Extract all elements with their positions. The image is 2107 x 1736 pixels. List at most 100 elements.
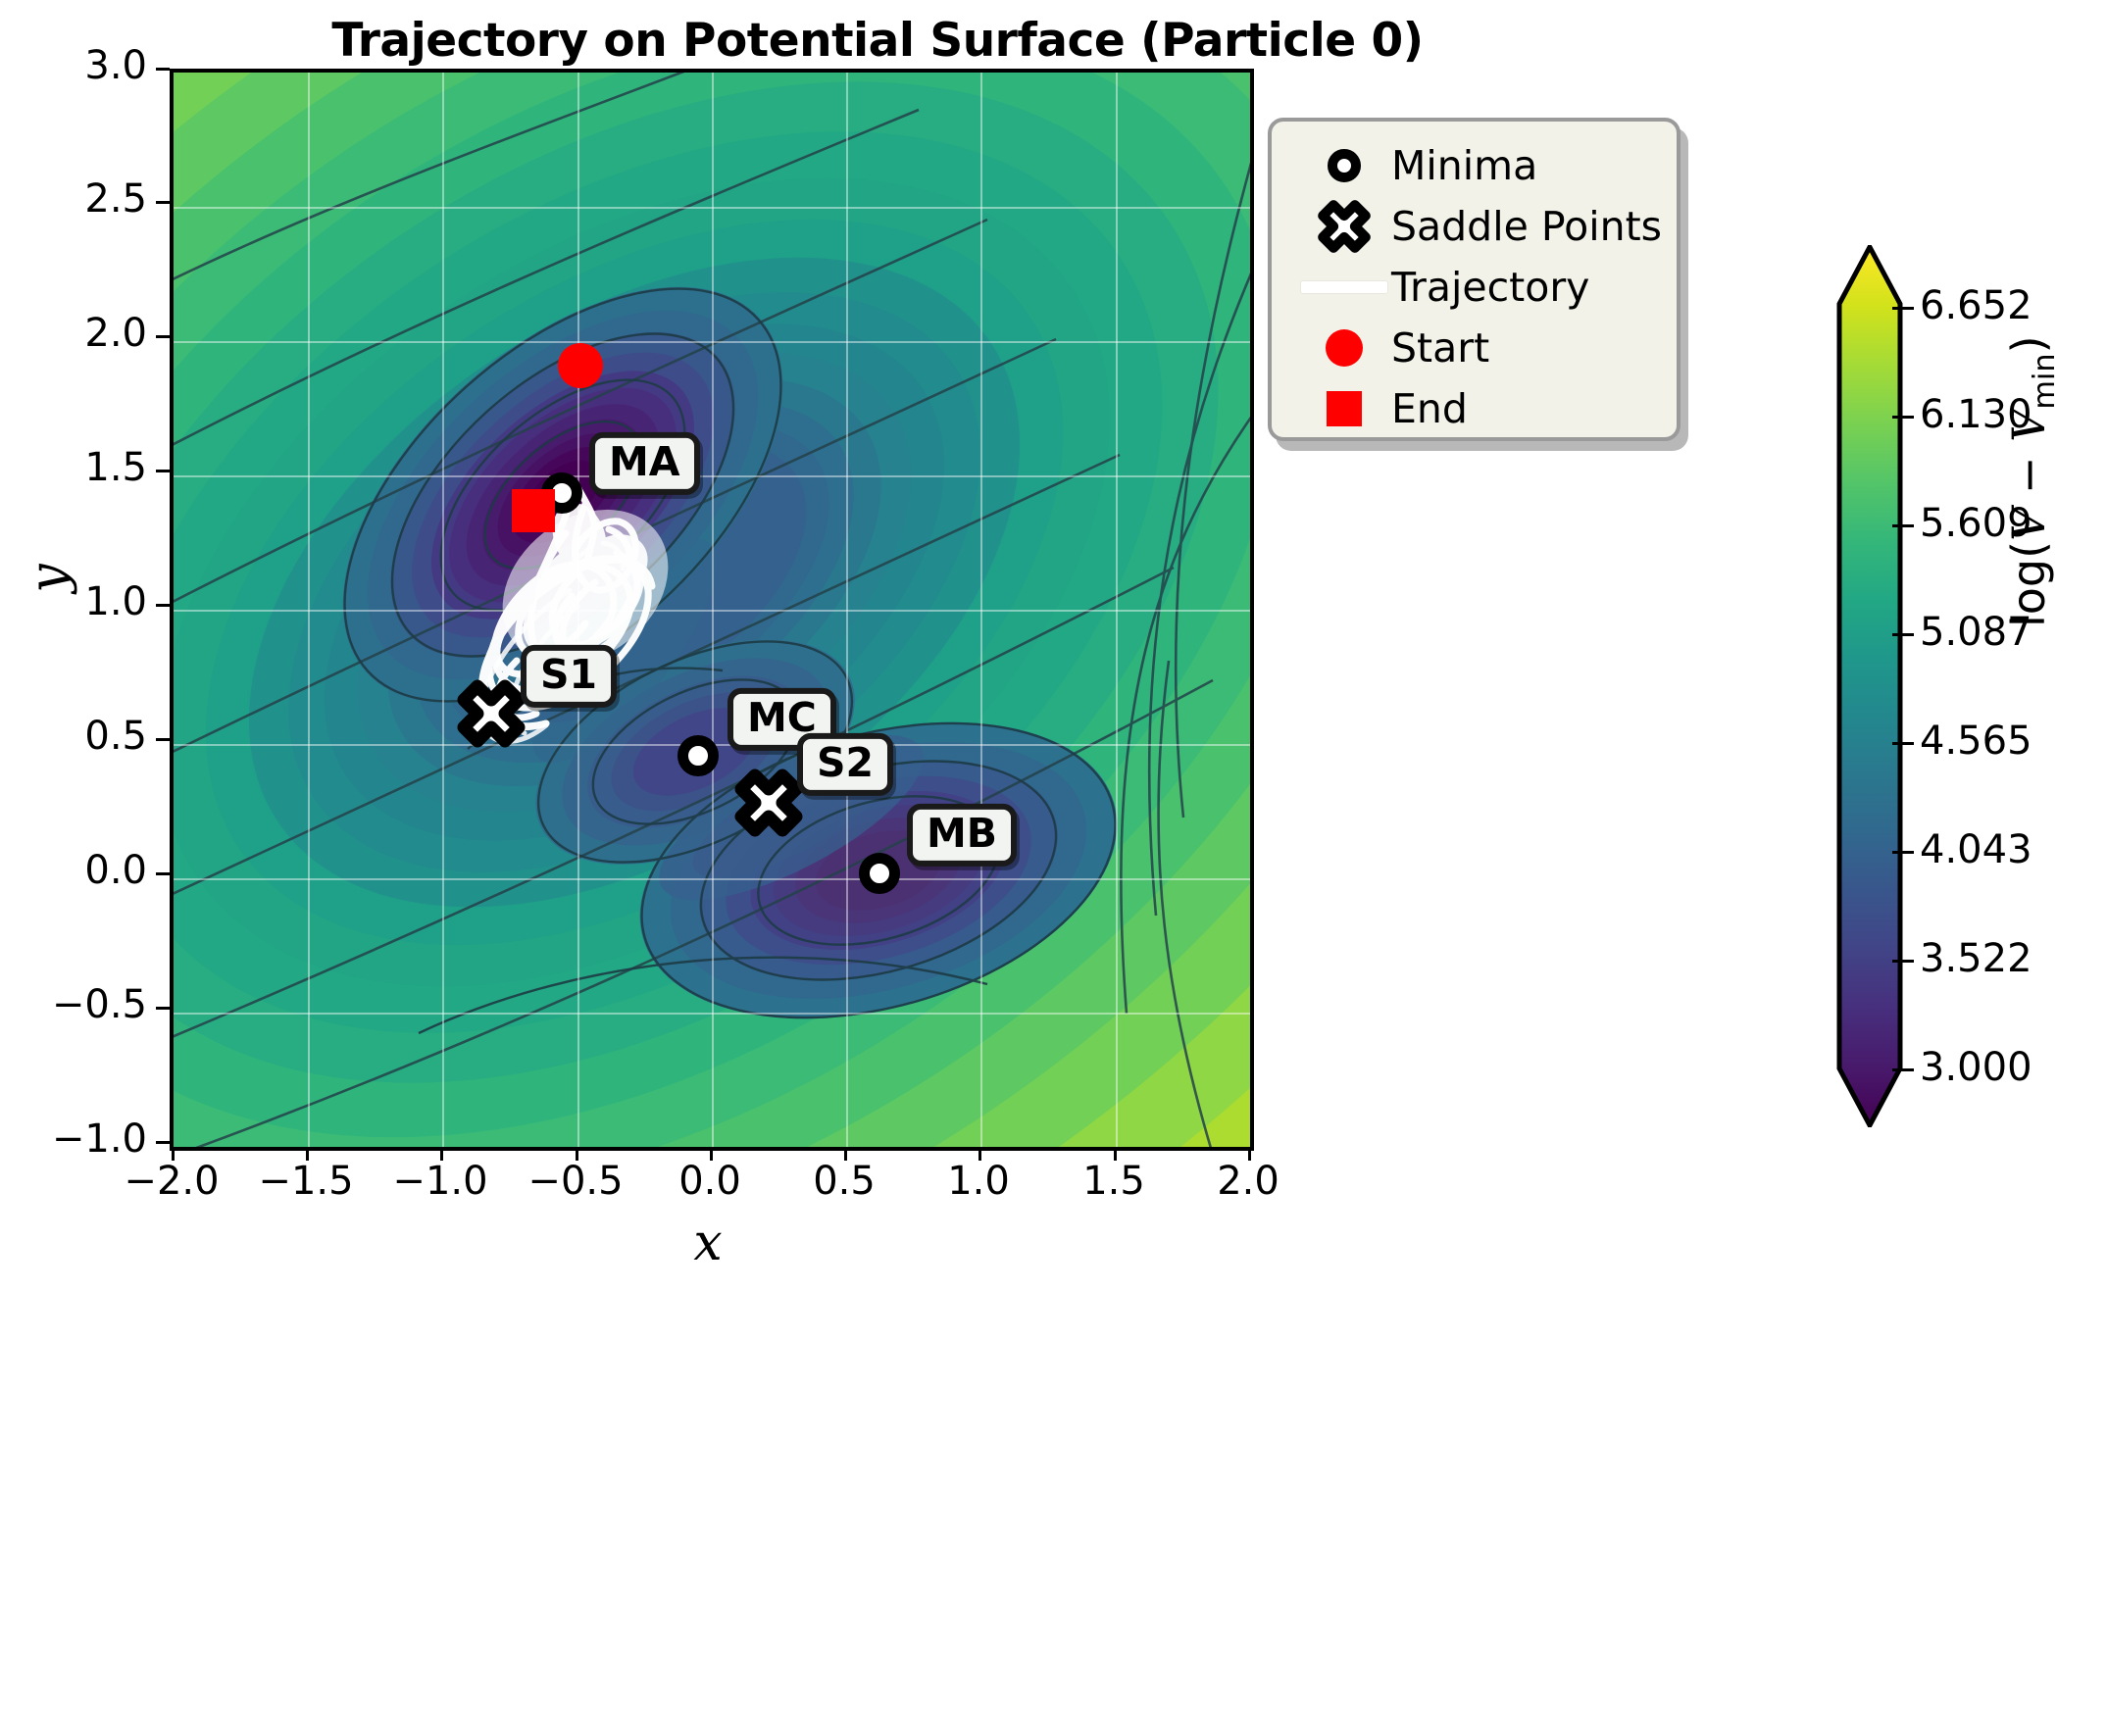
xtick-label: −1.5: [258, 1159, 354, 1204]
colorbar-tick-label: 3.000: [1920, 1045, 2032, 1090]
colorbar-gradient: [1836, 241, 1903, 1131]
ytick-label: −1.0: [51, 1116, 147, 1162]
colorbar-tick: [1892, 524, 1914, 527]
ytick-mark: [156, 604, 170, 607]
ytick-mark: [156, 1141, 170, 1144]
xtick-label: 1.5: [1082, 1159, 1145, 1204]
cbar-suffix: ): [2002, 335, 2055, 354]
xtick-label: −1.0: [392, 1159, 488, 1204]
x-axis-label: x: [693, 1214, 723, 1272]
colorbar-tick-label: 4.565: [1920, 719, 2032, 764]
cbar-sub: min: [2028, 353, 2063, 410]
colorbar-tick: [1892, 960, 1914, 963]
xtick-mark: [576, 1147, 578, 1161]
circle-filled-icon: [1297, 329, 1391, 367]
page-title: Trajectory on Potential Surface (Particl…: [331, 14, 1424, 68]
gridline-x: [980, 73, 982, 1147]
x-marker-icon: [1297, 199, 1391, 254]
ytick-label: 1.0: [84, 579, 147, 624]
ytick-label: 0.5: [84, 714, 147, 759]
plot-axes: MA MB MC S1 S2: [170, 69, 1254, 1151]
xtick-mark: [306, 1147, 309, 1161]
contour-surface: MA MB MC S1 S2: [174, 73, 1250, 1147]
square-filled-icon: [1297, 391, 1391, 426]
xtick-mark: [710, 1147, 713, 1161]
gridline-x: [1116, 73, 1118, 1147]
legend-item-saddle-points[interactable]: Saddle Points: [1272, 196, 1677, 257]
gridline-x: [442, 73, 444, 1147]
gridline-y: [174, 610, 1250, 612]
colorbar-tick-label: 6.652: [1920, 283, 2032, 328]
minimum-marker-mc[interactable]: [677, 735, 719, 776]
ytick-label: 2.0: [84, 311, 147, 356]
colorbar-tick: [1892, 742, 1914, 745]
minimum-marker-mb[interactable]: [859, 853, 900, 894]
gridline-x: [308, 73, 310, 1147]
gridline-y: [174, 1013, 1250, 1015]
colorbar-tick: [1892, 851, 1914, 854]
cbar-prefix: log(: [2002, 540, 2055, 627]
xtick-label: 0.0: [678, 1159, 741, 1204]
colorbar[interactable]: 3.000 3.522 4.043 4.565 5.087 5.609 6.13…: [1835, 241, 2032, 1131]
gridline-y: [174, 341, 1250, 343]
colorbar-tick-label: 5.087: [1920, 610, 2032, 655]
legend-label-start: Start: [1391, 323, 1490, 372]
legend-item-start[interactable]: Start: [1272, 318, 1677, 378]
legend-label-minima: Minima: [1391, 141, 1538, 189]
xtick-mark: [172, 1147, 175, 1161]
line-sample-icon: [1297, 281, 1391, 293]
gridline-y: [174, 878, 1250, 880]
xtick-label: 1.0: [947, 1159, 1010, 1204]
legend-label-trajectory: Trajectory: [1391, 263, 1590, 311]
circle-open-icon: [1297, 149, 1391, 182]
ytick-label: 1.5: [84, 445, 147, 490]
ytick-label: 3.0: [84, 43, 147, 88]
annotation-label-ma: MA: [589, 431, 700, 496]
annotation-text-s2: S2: [817, 738, 875, 786]
annotation-label-s2: S2: [797, 732, 894, 797]
xtick-label: −2.0: [124, 1159, 220, 1204]
cbar-v2: V: [2002, 409, 2055, 442]
xtick-label: 0.5: [813, 1159, 876, 1204]
gridline-y: [174, 207, 1250, 209]
ytick-mark: [156, 1007, 170, 1010]
ytick-label: −0.5: [51, 982, 147, 1027]
trajectory-end-marker[interactable]: [512, 489, 555, 532]
xtick-mark: [1114, 1147, 1117, 1161]
gridline-y: [174, 475, 1250, 477]
legend-item-minima[interactable]: Minima: [1272, 135, 1677, 196]
cbar-v1: V: [2002, 508, 2055, 541]
xtick-mark: [978, 1147, 981, 1161]
saddle-marker-s1[interactable]: [456, 678, 527, 749]
ytick-mark: [156, 201, 170, 204]
trajectory-start-marker[interactable]: [558, 343, 603, 388]
annotation-label-s1: S1: [521, 644, 618, 709]
ytick-label: 0.0: [84, 848, 147, 893]
colorbar-tick-label: 6.130: [1920, 392, 2032, 437]
ytick-mark: [156, 738, 170, 741]
ytick-mark: [156, 335, 170, 338]
trajectory-path: [477, 480, 669, 744]
colorbar-label: log(V − Vmin): [2002, 335, 2062, 627]
ytick-mark: [156, 68, 170, 71]
annotation-text-mc: MC: [747, 693, 817, 741]
legend: Minima Saddle Points Trajectory Start: [1268, 118, 1681, 441]
colorbar-tick-label: 4.043: [1920, 827, 2032, 872]
legend-item-trajectory[interactable]: Trajectory: [1272, 257, 1677, 318]
colorbar-tick: [1892, 1068, 1914, 1071]
gridline-x: [712, 73, 714, 1147]
legend-item-end[interactable]: End: [1272, 378, 1677, 439]
xtick-mark: [440, 1147, 443, 1161]
xtick-mark: [844, 1147, 847, 1161]
colorbar-tick: [1892, 307, 1914, 310]
annotation-text-mb: MB: [927, 809, 998, 857]
annotation-text-ma: MA: [609, 437, 680, 485]
legend-label-end: End: [1391, 384, 1468, 432]
ytick-mark: [156, 872, 170, 875]
xtick-label: −0.5: [527, 1159, 624, 1204]
annotation-text-s1: S1: [540, 650, 598, 698]
ytick-label: 2.5: [84, 176, 147, 222]
colorbar-tick: [1892, 416, 1914, 419]
saddle-marker-s2[interactable]: [733, 768, 804, 838]
